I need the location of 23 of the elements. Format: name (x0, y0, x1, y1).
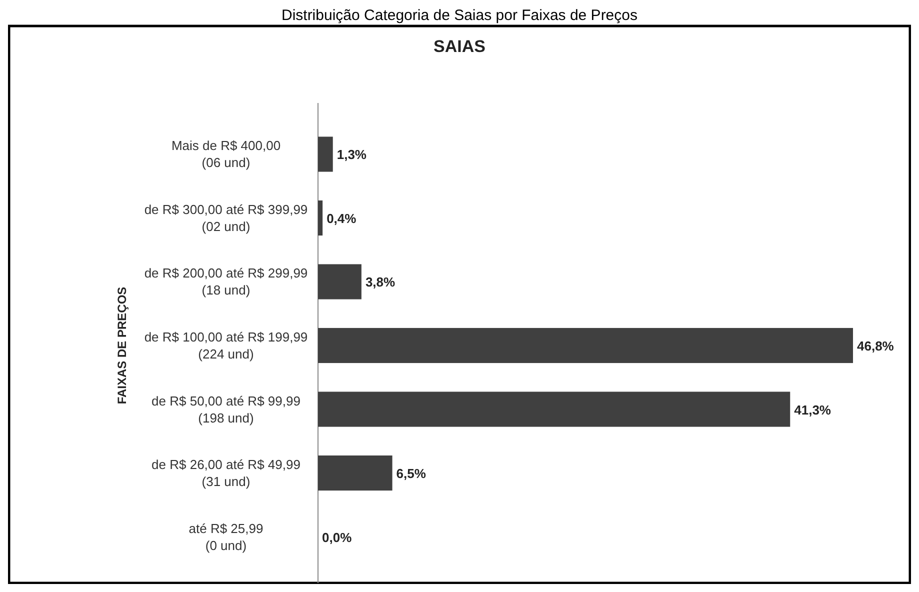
data-label: 46,8% (857, 338, 894, 354)
bar (318, 136, 333, 172)
y-tick-label: até R$ 25,99 (0 und) (188, 520, 264, 553)
chart-subtitle: Distribuição Categoria de Saias por Faixas de Preços (281, 7, 638, 24)
data-label: 3,8% (365, 274, 396, 290)
data-label: 6,5% (396, 466, 426, 482)
chart-title: SAIAS (434, 37, 486, 56)
data-label: 41,3% (794, 402, 832, 418)
y-tick-label: de R$ 50,00 até R$ 99,99 (198 und) (152, 393, 300, 426)
data-label: 0,4% (326, 210, 357, 226)
bar (318, 455, 392, 491)
y-tick-label: de R$ 100,00 até R$ 199,99 (224 und) (144, 330, 308, 362)
data-label: 1,3% (336, 147, 367, 162)
bar (318, 200, 323, 236)
bar (318, 328, 853, 364)
bar (318, 264, 362, 300)
data-label: 0,0% (322, 530, 352, 545)
y-axis-title: FAIXAS DE PREÇOS (115, 286, 129, 404)
y-tick-label: de R$ 200,00 até R$ 299,99 (18 und) (144, 266, 308, 298)
bar (318, 392, 790, 427)
y-tick-label: de R$ 26,00 até R$ 49,99 (31 und) (152, 457, 300, 490)
y-tick-label: de R$ 300,00 até R$ 399,99 (02 und) (144, 202, 308, 234)
y-tick-label: Mais de R$ 400,00 (06 und) (171, 138, 281, 170)
